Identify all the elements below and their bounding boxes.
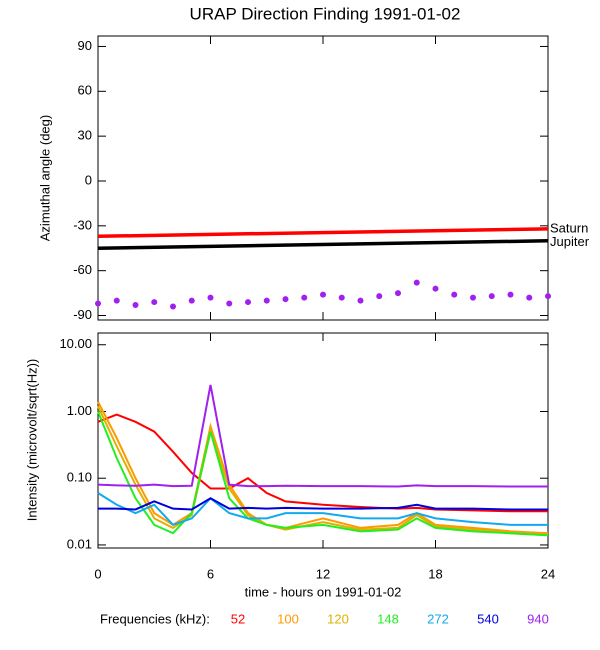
point [132,302,139,309]
reference-line [97,227,549,239]
reference-line [97,239,549,251]
x-tick-label: 6 [207,566,214,581]
y-tick-label: 0 [85,172,92,187]
y-tick-label: 90 [78,38,92,53]
legend-label: 100 [277,611,299,626]
point [413,279,420,286]
legend-label: 52 [231,611,245,626]
y-axis-label: Intensity (microvolt/sqrt(Hz)) [24,359,39,522]
series-line [97,492,548,527]
point [282,296,289,303]
series-line [97,411,549,537]
point [451,291,458,298]
x-tick-label: 12 [316,566,330,581]
point [95,300,101,307]
line-label: Saturn [550,220,588,235]
y-tick-label: 60 [78,83,92,98]
point [507,291,514,298]
legend-label: 540 [477,611,499,626]
point [545,293,551,300]
point [245,299,251,306]
point [470,294,476,301]
y-tick-label: -90 [73,307,92,322]
plot-frame [97,35,549,321]
point [395,290,401,297]
point [526,294,533,301]
point [263,297,270,304]
point [338,294,345,301]
y-tick-label: 30 [78,128,92,143]
point [170,303,176,310]
point [357,297,364,304]
series-line [98,497,548,511]
y-tick-label: 10.00 [59,336,92,351]
legend-label: 940 [527,611,549,626]
point [320,291,326,298]
point [376,293,383,300]
x-axis-label: time - hours on 1991-01-02 [245,584,402,599]
legend-label: 272 [427,611,449,626]
chart-title: URAP Direction Finding 1991-01-02 [190,4,461,23]
point [151,299,158,306]
legend-label: 148 [377,611,399,626]
series-line [97,413,548,513]
series-line [97,384,548,488]
y-axis-label: Azimuthal angle (deg) [37,115,52,241]
legend-label: 120 [327,611,349,626]
y-tick-label: 1.00 [67,403,92,418]
x-tick-label: 18 [428,566,442,581]
point [188,297,195,304]
y-tick-label: 0.01 [67,536,92,551]
x-tick-label: 24 [541,566,555,581]
line-label: Jupiter [550,234,590,249]
y-tick-label: -30 [73,217,92,232]
y-tick-label: 0.10 [67,470,92,485]
point [301,294,308,301]
x-tick-label: 0 [94,566,101,581]
point [207,294,214,301]
point [226,300,233,307]
point [432,285,439,292]
legend-title: Frequencies (kHz): [100,611,210,626]
y-tick-label: -60 [73,262,92,277]
point [113,297,120,304]
point [488,293,495,300]
